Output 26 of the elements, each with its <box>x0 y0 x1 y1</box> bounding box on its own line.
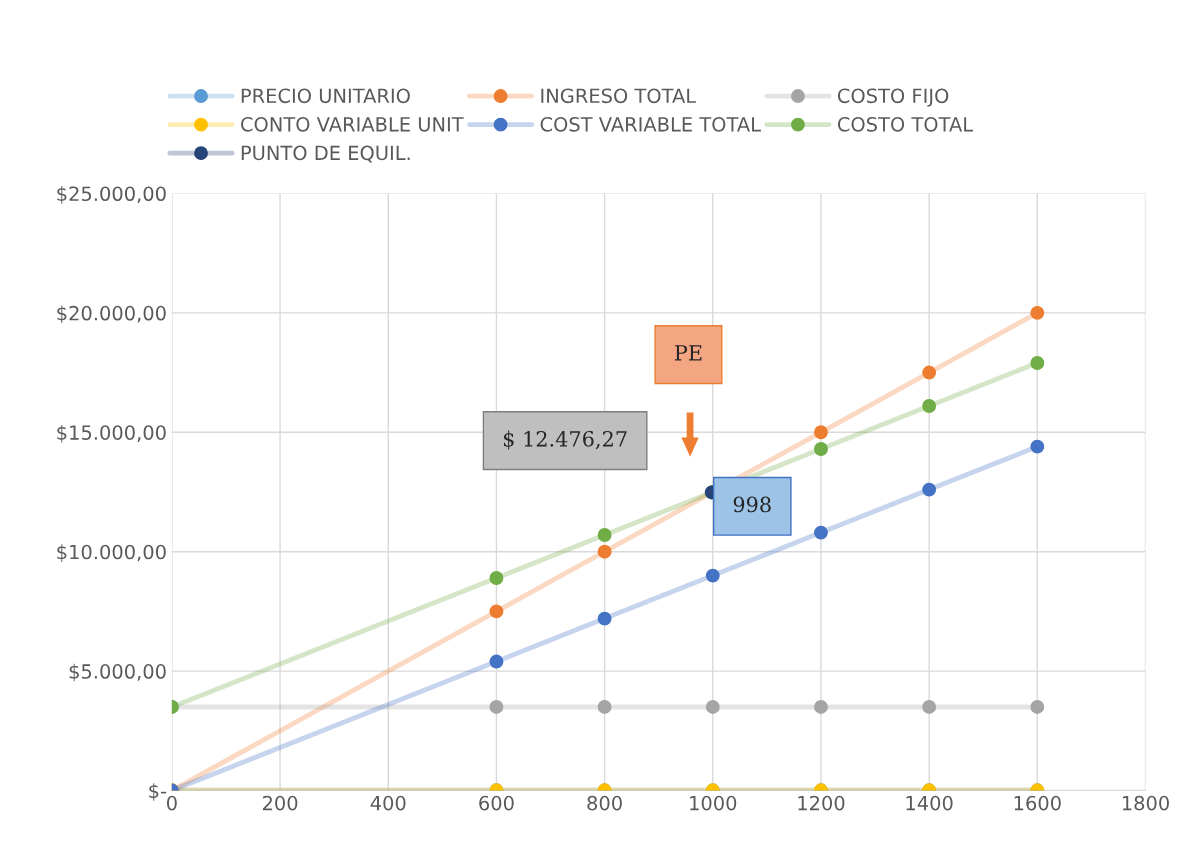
x-tick-label: 1800 <box>1122 795 1169 811</box>
y-tick-label: $10.000,00 <box>57 544 166 562</box>
legend-label: COSTO FIJO <box>837 88 949 107</box>
x-tick-label: 400 <box>370 795 406 811</box>
legend-label: PRECIO UNITARIO <box>241 88 410 104</box>
legend-label: CONTO VARIABLE UNIT <box>241 116 464 132</box>
y-tick-label: $20.000,00 <box>57 305 166 324</box>
y-tick-label: $5.000,00 <box>69 663 166 682</box>
annotation: 998 <box>733 496 771 513</box>
annotation: $ 12.476,27 <box>503 430 627 450</box>
x-tick-label: 200 <box>262 795 298 811</box>
y-tick-label: $15.000,00 <box>57 424 166 443</box>
y-tick-label: $- <box>149 783 167 801</box>
legend-label: INGRESO TOTAL <box>541 88 697 104</box>
x-tick-label: 0 <box>166 795 177 811</box>
annotation: PE <box>674 345 702 361</box>
legend-label: COST VARIABLE TOTAL <box>540 116 761 132</box>
legend-label: COSTO TOTAL <box>837 116 974 132</box>
x-tick-label: 1000 <box>690 795 737 811</box>
legend-label: PUNTO DE EQUIL. <box>241 145 410 163</box>
x-tick-label: 1600 <box>1014 795 1061 811</box>
x-tick-label: 1200 <box>798 795 845 811</box>
x-tick-label: 1400 <box>906 795 953 811</box>
x-tick-label: 600 <box>479 795 514 811</box>
x-tick-label: 800 <box>587 795 622 811</box>
y-tick-label: $25.000,00 <box>57 186 166 204</box>
